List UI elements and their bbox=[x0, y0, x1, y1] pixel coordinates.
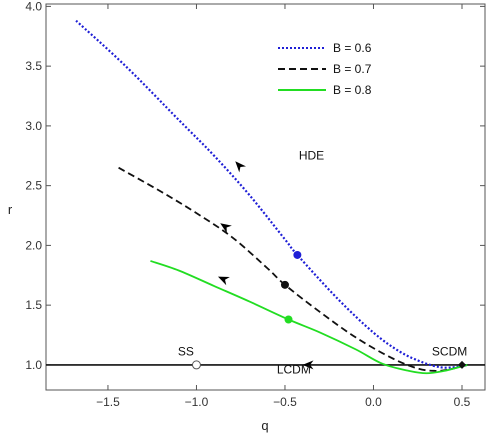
x-axis-label: q bbox=[261, 418, 268, 433]
y-tick-label: 3.0 bbox=[25, 119, 42, 133]
annotation-scdm: SCDM bbox=[432, 344, 467, 358]
y-tick-label: 4.0 bbox=[25, 0, 42, 13]
series-marker bbox=[284, 315, 293, 324]
legend-label: B = 0.7 bbox=[333, 62, 372, 76]
annotation-layer: HDE SS LCDM SCDM bbox=[178, 148, 467, 376]
plot-frame bbox=[45, 3, 486, 391]
x-tick-label: −0.5 bbox=[273, 395, 297, 409]
series-line bbox=[118, 166, 468, 372]
x-tick-label: 0.0 bbox=[365, 395, 382, 409]
point-ss bbox=[191, 360, 201, 370]
series-line bbox=[75, 19, 468, 369]
annotation-ss: SS bbox=[178, 344, 194, 358]
y-tick-label: 1.5 bbox=[25, 298, 42, 312]
y-tick-label: 3.5 bbox=[25, 59, 42, 73]
x-tick-label: −1.5 bbox=[96, 395, 120, 409]
y-tick-label: 1.0 bbox=[25, 358, 42, 372]
point-scdm bbox=[457, 360, 466, 369]
x-tick-label: −1.0 bbox=[185, 395, 209, 409]
direction-arrow bbox=[235, 161, 246, 173]
y-axis-label: r bbox=[8, 202, 13, 217]
annotation-hde: HDE bbox=[299, 148, 324, 162]
legend-label: B = 0.6 bbox=[333, 41, 372, 55]
y-tick-label: 2.5 bbox=[25, 179, 42, 193]
series-layer bbox=[46, 19, 485, 375]
annotation-lcdm: LCDM bbox=[277, 362, 311, 376]
series-marker bbox=[293, 250, 302, 259]
ticks: −1.5 −1.0 −0.5 0.0 0.5 1.0 1.5 2.0 2.5 3.0 3.5 4.0 bbox=[25, 0, 485, 409]
direction-arrow bbox=[302, 360, 314, 370]
legend: B = 0.6 B = 0.7 B = 0.8 bbox=[278, 41, 372, 97]
series-marker bbox=[280, 280, 289, 289]
series-line bbox=[150, 260, 468, 375]
y-tick-label: 2.0 bbox=[25, 238, 42, 252]
direction-arrow bbox=[220, 223, 232, 234]
x-tick-label: 0.5 bbox=[454, 395, 471, 409]
direction-arrow bbox=[217, 276, 230, 286]
legend-label: B = 0.8 bbox=[333, 83, 372, 97]
